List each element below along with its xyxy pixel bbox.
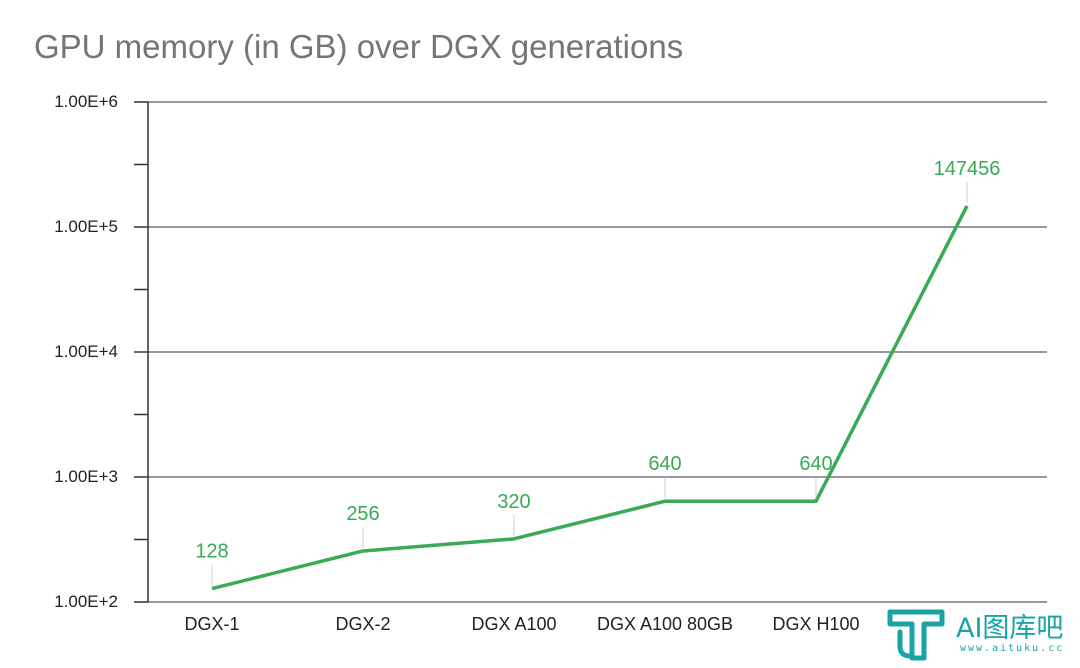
y-tick-label: 1.00E+6 (54, 92, 118, 111)
chart-title: GPU memory (in GB) over DGX generations (34, 28, 684, 65)
x-tick-label: DGX A100 80GB (597, 614, 733, 634)
data-label: 256 (346, 503, 379, 525)
watermark-text: AI图库吧 (956, 613, 1064, 644)
y-tick-label: 1.00E+4 (54, 342, 118, 361)
series-line (211, 205, 969, 591)
data-label: 320 (497, 491, 530, 513)
x-tick-label: DGX-2 (335, 614, 390, 634)
watermark-url: www.aituku.cc (960, 643, 1065, 654)
y-tick-label: 1.00E+3 (54, 467, 118, 486)
y-tick-label: 1.00E+2 (54, 592, 118, 611)
aituku-logo-icon (887, 609, 945, 661)
data-label: 128 (195, 541, 228, 563)
data-label: 147456 (934, 158, 1001, 180)
x-tick-label: DGX-1 (184, 614, 239, 634)
data-label: 640 (648, 453, 681, 475)
x-tick-label: DGX H100 (772, 614, 859, 634)
x-tick-label: DGX A100 (471, 614, 556, 634)
watermark-logo: AI图库吧 www.aituku.cc (886, 606, 1076, 664)
data-label: 640 (799, 453, 832, 475)
y-tick-label: 1.00E+5 (54, 217, 118, 236)
